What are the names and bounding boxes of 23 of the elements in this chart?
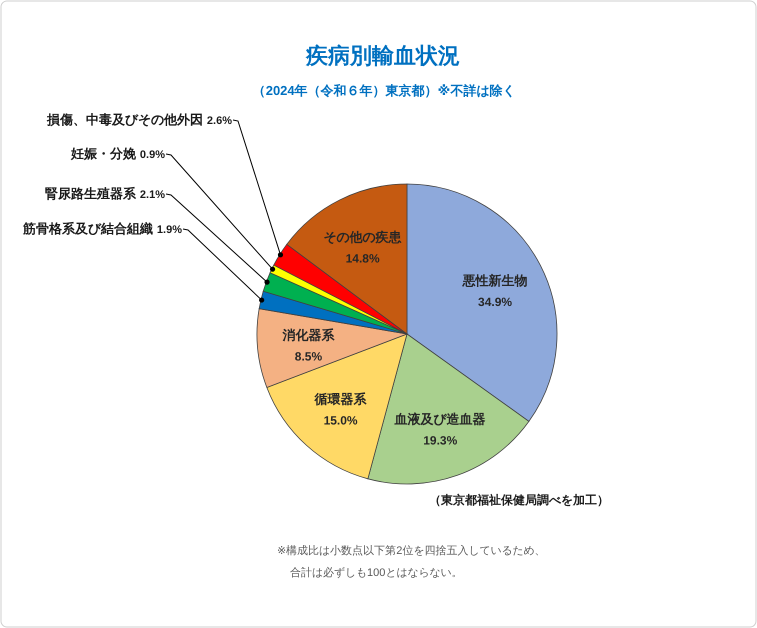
- text: ※構成比は小数点以下第2位を四捨五入しているため、: [277, 544, 546, 557]
- slice-label: 腎尿路生殖器系: [44, 186, 137, 201]
- slice-label: 損傷、中毒及びその他外因: [46, 112, 203, 127]
- data-label: 1.9%: [156, 224, 182, 236]
- chart-title: 疾病別輸血状況: [305, 43, 460, 68]
- data-label: 2.6%: [206, 115, 232, 127]
- slice-label: 悪性新生物: [462, 272, 528, 288]
- chart-subtitle: （2024年（令和６年）東京都）※不詳は除く: [252, 83, 516, 98]
- data-label: 15.0%: [324, 413, 358, 428]
- text: 合計は必ずしも100とはならない。: [290, 566, 462, 579]
- slice-label: 筋骨格系及び結合組織: [22, 221, 153, 236]
- slice-label: 妊娠・分娩: [70, 146, 137, 161]
- slice-label: 血液及び造血器: [394, 411, 486, 426]
- slice-label: その他の疾患: [324, 230, 403, 245]
- data-label: 8.5%: [294, 350, 322, 364]
- data-label: 34.9%: [478, 294, 512, 309]
- data-label: 2.1%: [140, 189, 166, 201]
- slice-label: 消化器系: [281, 328, 336, 343]
- data-label: 14.8%: [346, 252, 380, 266]
- data-label: 0.9%: [140, 149, 166, 161]
- text: （東京都福祉保健局調べを加工）: [429, 493, 609, 507]
- data-label: 19.3%: [423, 433, 458, 448]
- slice-label: 循環器系: [314, 391, 368, 406]
